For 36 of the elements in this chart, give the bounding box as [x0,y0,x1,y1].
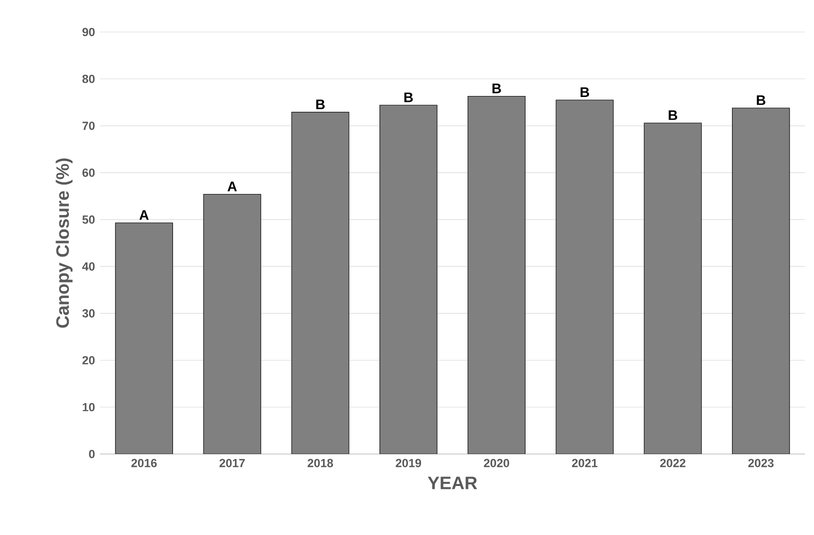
annotation: B [492,84,501,94]
x-tick-label: 2018 [308,458,334,468]
y-tick-label: 50 [82,215,95,224]
x-tick-label: 2017 [220,458,245,468]
y-tick-label: 30 [82,309,95,318]
x-tick-label: 2021 [572,458,598,468]
annotation: A [228,182,237,192]
x-tick-label: 2016 [131,458,157,468]
annotation: B [580,87,590,97]
y-tick-label: 0 [89,450,95,458]
bar [556,100,614,454]
x-axis-title: YEAR [428,476,478,490]
x-tick-label: 2022 [660,458,686,468]
bar [644,122,702,454]
bar [468,96,526,454]
y-tick-label: 80 [82,74,95,84]
annotation: B [668,110,678,120]
y-tick-label: 90 [82,28,95,36]
annotation: A [139,210,149,220]
y-tick-label: 20 [82,356,95,364]
bar [380,104,438,454]
y-tick-label: 40 [82,262,95,271]
x-tick-label: 2019 [396,458,422,468]
y-tick-label: 70 [82,122,95,130]
x-tick-label: 2023 [748,458,774,468]
bar [203,194,262,454]
x-tick-label: 2020 [484,458,510,468]
bar [732,108,790,454]
bar [115,222,173,454]
y-tick-label: 10 [82,402,95,412]
annotation: B [756,95,766,105]
annotation: B [316,100,325,110]
y-axis-title: Canopy Closure (%) [56,158,73,328]
bar [291,112,350,454]
y-tick-label: 60 [82,168,95,177]
annotation: B [404,92,413,102]
